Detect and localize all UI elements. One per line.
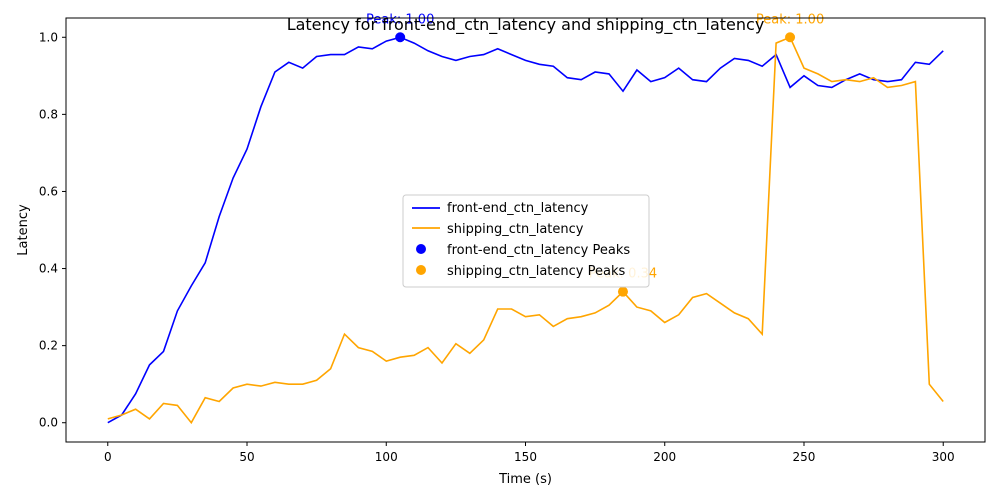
y-tick-label: 0.2	[39, 339, 58, 353]
front-end-peak-label: Peak: 1.00	[366, 12, 434, 27]
y-tick-label: 0.6	[39, 184, 58, 198]
y-tick-label: 0.0	[39, 416, 58, 430]
x-tick-label: 150	[514, 450, 537, 464]
shipping-peak-2-marker	[785, 32, 796, 43]
x-tick-label: 300	[932, 450, 955, 464]
legend-marker-front-end-peaks	[416, 244, 426, 254]
legend-label-front-end-peaks: front-end_ctn_latency Peaks	[447, 243, 630, 258]
x-axis-label: Time (s)	[498, 472, 552, 487]
y-tick-label: 1.0	[39, 30, 58, 44]
y-tick-label: 0.4	[39, 262, 58, 276]
chart-title: Latency for front-end_ctn_latency and sh…	[287, 15, 765, 35]
legend-marker-shipping-peaks	[416, 265, 426, 275]
shipping-peak-2-label: Peak: 1.00	[756, 12, 824, 27]
legend-box	[402, 194, 650, 288]
series-line-shipping	[107, 36, 944, 425]
x-tick-label: 50	[239, 450, 254, 464]
series-line-front-end	[107, 36, 944, 424]
x-tick-label: 100	[375, 450, 398, 464]
x-tick-label: 0	[104, 450, 112, 464]
y-axis-label: Latency	[16, 204, 31, 256]
legend: front-end_ctn_latency shipping_ctn_laten…	[402, 194, 650, 288]
legend-label-shipping-peaks: shipping_ctn_latency Peaks	[447, 264, 625, 279]
legend-label-front-end: front-end_ctn_latency	[447, 201, 589, 216]
shipping-peak-marker	[617, 286, 628, 297]
x-tick-label: 250	[793, 450, 816, 464]
legend-label-shipping: shipping_ctn_latency	[447, 222, 584, 237]
front-end-peak-marker	[395, 32, 406, 43]
x-tick-label: 200	[653, 450, 676, 464]
y-tick-label: 0.8	[39, 107, 58, 121]
